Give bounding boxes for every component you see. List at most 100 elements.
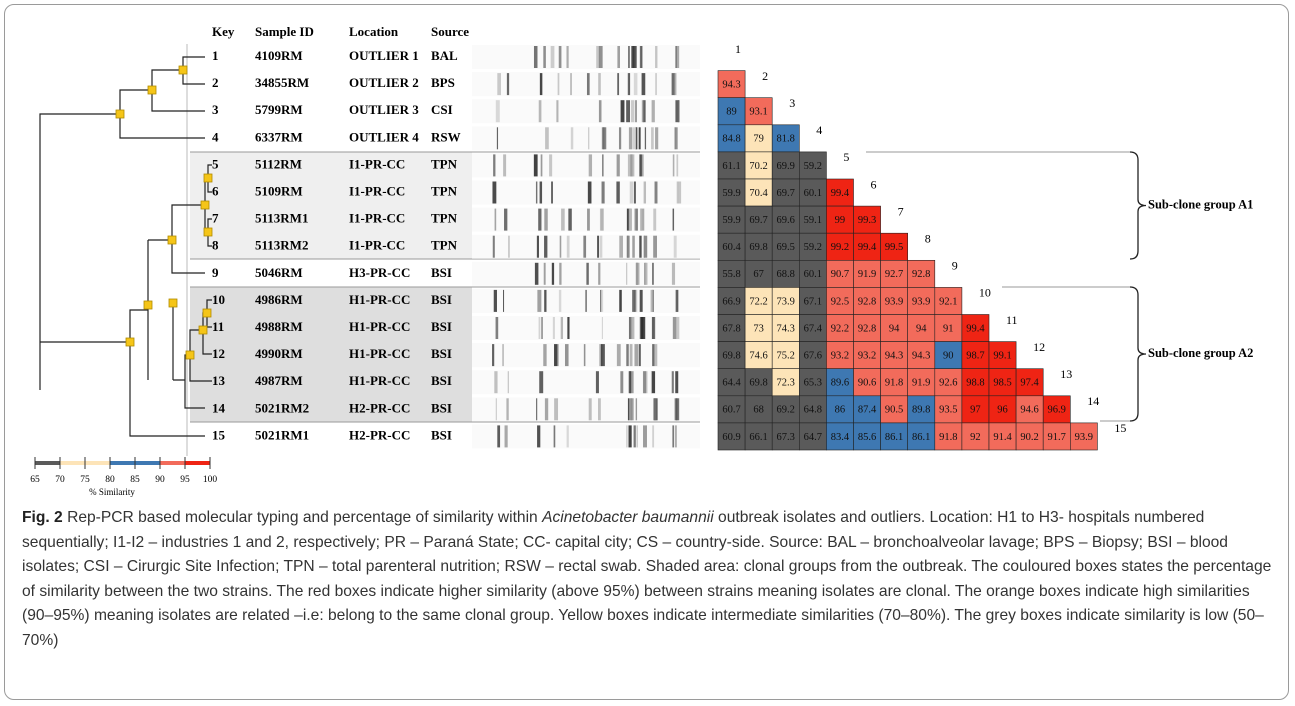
key: 2 — [212, 75, 219, 90]
similarity-cell — [853, 395, 881, 424]
scale-segment — [160, 461, 185, 465]
gel-band — [632, 235, 635, 258]
similarity-cell — [744, 124, 773, 153]
gel-band — [536, 398, 538, 421]
gel-band — [616, 181, 620, 204]
gel-band — [675, 398, 680, 421]
similarity-cell — [826, 395, 854, 424]
gel-band — [551, 181, 553, 204]
similarity-value: 93.9 — [885, 296, 903, 307]
table-cell: OUTLIER 2 — [349, 75, 419, 90]
gel-band — [619, 289, 622, 312]
table-cell: H1-PR-CC — [349, 346, 410, 361]
gel-band — [642, 371, 647, 394]
gel-band — [633, 425, 636, 448]
gel-band — [653, 235, 657, 258]
gel-band — [600, 344, 605, 367]
similarity-value: 90 — [943, 351, 954, 362]
gel-band — [558, 46, 562, 68]
similarity-cell — [798, 341, 827, 370]
gel-band — [630, 100, 635, 123]
gel-band — [536, 235, 539, 258]
table-cell: TPN — [431, 156, 458, 171]
gel-band — [631, 46, 633, 68]
gel-lane — [472, 99, 700, 124]
diagonal-label: 5 — [843, 150, 849, 164]
gel-band — [655, 73, 657, 96]
similarity-cell — [744, 395, 773, 424]
gel-band — [635, 100, 637, 123]
similarity-cell — [771, 314, 800, 342]
gel-band — [671, 73, 675, 96]
gel-band — [597, 73, 601, 96]
similarity-value: 98.7 — [966, 351, 984, 362]
gel-band — [558, 289, 562, 312]
similarity-cell — [744, 341, 773, 370]
similarity-value: 91.9 — [858, 269, 876, 280]
species-name: Acinetobacter baumannii — [542, 509, 714, 526]
similarity-value: 96.9 — [1048, 405, 1066, 416]
gel-band — [544, 398, 549, 421]
gel-lane — [472, 343, 700, 368]
similarity-cell — [717, 205, 746, 234]
gel-band — [616, 344, 621, 367]
similarity-cell — [717, 368, 746, 397]
scale-tick-label: 90 — [155, 475, 165, 485]
similarity-cell — [744, 151, 773, 180]
gel-band — [638, 127, 641, 150]
similarity-value: 90.7 — [831, 269, 849, 280]
similarity-value: 69.8 — [749, 378, 767, 389]
table-cell: OUTLIER 4 — [349, 129, 419, 144]
caption: Fig. 2 Rep-PCR based molecular typing an… — [22, 506, 1272, 653]
similarity-value: 93.9 — [912, 296, 930, 307]
diagonal-label: 1 — [735, 42, 741, 56]
scale-tick-label: 100 — [203, 475, 218, 485]
gel-band — [551, 262, 555, 285]
table-cell: 5021RM2 — [255, 400, 309, 415]
similarity-cell — [853, 314, 881, 342]
gel-band — [640, 317, 644, 339]
gel-band — [651, 127, 654, 150]
scale-tick-label: 65 — [30, 475, 40, 485]
similarity-value: 90.6 — [858, 378, 876, 389]
table-cell: BSI — [431, 346, 452, 361]
gel-band — [677, 181, 682, 204]
gel-band — [502, 344, 504, 367]
gel-band — [617, 73, 620, 96]
similarity-cell — [1042, 422, 1071, 451]
gel-band — [635, 262, 640, 285]
gel-band — [675, 46, 680, 68]
similarity-value: 99 — [835, 215, 846, 226]
gel-band — [586, 262, 589, 285]
similarity-value: 69.8 — [722, 351, 740, 362]
similarity-cell — [826, 205, 854, 234]
table-cell: H1-PR-CC — [349, 292, 410, 307]
similarity-cell — [853, 259, 881, 288]
gel-band — [588, 127, 590, 150]
gel-band — [618, 127, 622, 150]
gel-lane — [472, 153, 700, 178]
gel-band — [643, 181, 647, 204]
similarity-value: 83.4 — [831, 432, 850, 443]
gel-band — [588, 398, 592, 421]
similarity-value: 66.9 — [722, 296, 740, 307]
gel-band — [626, 100, 631, 123]
gel-band — [543, 262, 546, 285]
similarity-value: 93.2 — [858, 351, 876, 362]
similarity-cell — [771, 287, 800, 315]
similarity-value: 92.1 — [939, 296, 957, 307]
gel-band — [628, 127, 633, 150]
gel-band — [583, 344, 586, 367]
gel-band — [568, 208, 572, 231]
similarity-cell — [771, 422, 800, 451]
gel-band — [628, 425, 632, 448]
gel-band — [557, 73, 560, 96]
gel-band — [596, 46, 600, 68]
gel-band — [634, 208, 637, 231]
gel-band — [602, 154, 604, 177]
gel-band — [626, 208, 631, 231]
gel-band — [553, 425, 556, 448]
diagonal-label: 4 — [816, 123, 822, 137]
gel-band — [673, 235, 677, 258]
similarity-cell — [717, 287, 746, 315]
